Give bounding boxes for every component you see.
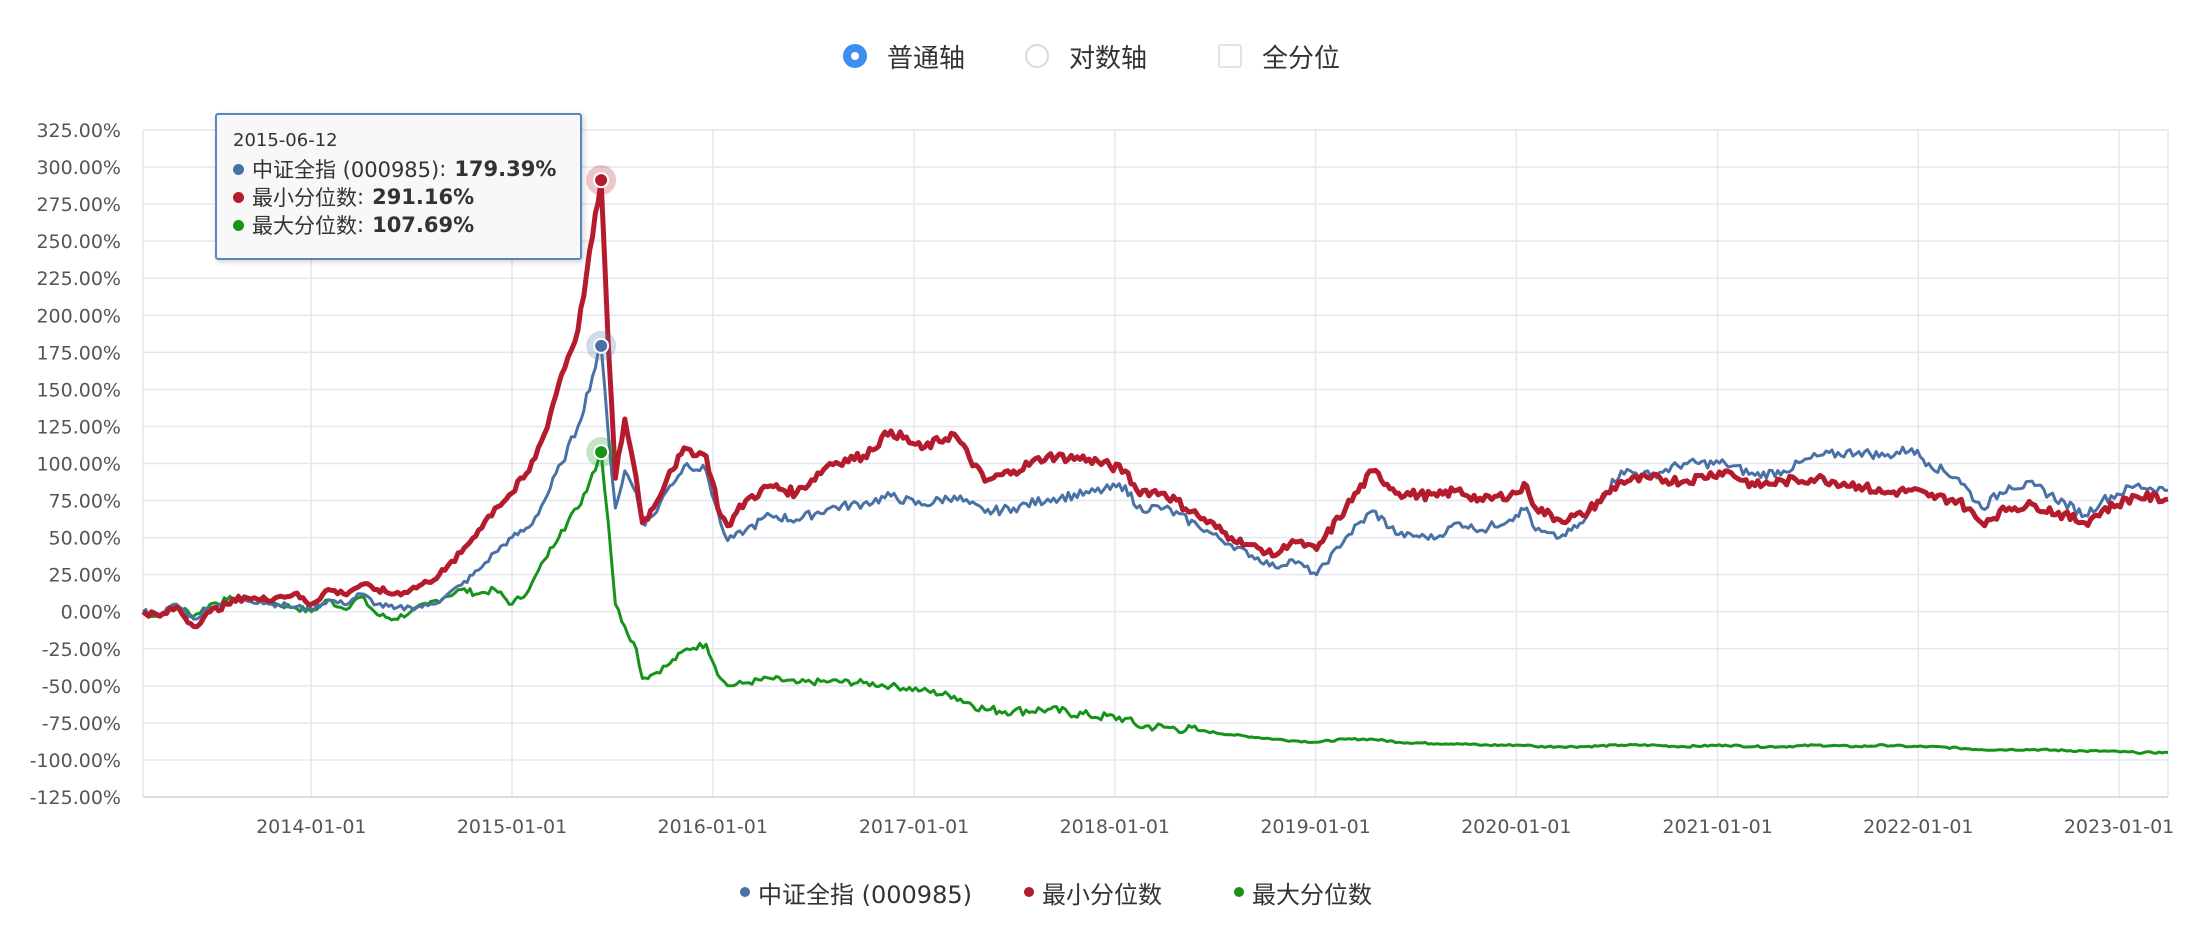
y-tick-label: 25.00%	[49, 565, 121, 587]
hover-marker	[594, 339, 608, 353]
x-tick-label: 2021-01-01	[1662, 816, 1772, 838]
x-tick-label: 2017-01-01	[859, 816, 969, 838]
legend-dot-icon	[740, 887, 750, 897]
x-tick-label: 2019-01-01	[1260, 816, 1370, 838]
x-tick-label: 2016-01-01	[658, 816, 768, 838]
series-line	[143, 346, 2168, 619]
legend-label: 中证全指 (000985)	[758, 875, 972, 910]
tooltip-series-value: 107.69%	[372, 213, 474, 237]
y-tick-label: 225.00%	[36, 268, 121, 290]
x-axis: 2014-01-01 2015-01-01 2016-01-01 2017-01-01…	[256, 816, 2174, 838]
y-tick-label: 200.00%	[36, 305, 121, 327]
tooltip: 2015-06-12 中证全指 (000985): 179.39% 最小分位数:…	[215, 113, 582, 260]
y-tick-label: 50.00%	[49, 528, 121, 550]
tooltip-series-value: 291.16%	[372, 185, 474, 209]
x-tick-label: 2015-01-01	[457, 816, 567, 838]
y-tick-label: 125.00%	[36, 416, 121, 438]
tooltip-row-max-quantile: 最大分位数: 107.69%	[233, 211, 564, 239]
legend-dot-icon	[1024, 887, 1034, 897]
series-dot-icon	[233, 220, 244, 231]
series-line	[143, 452, 2168, 753]
y-tick-label: 0.00%	[61, 602, 121, 624]
x-tick-label: 2018-01-01	[1060, 816, 1170, 838]
y-tick-label: 325.00%	[36, 120, 121, 142]
y-tick-label: 250.00%	[36, 231, 121, 253]
legend-label: 最大分位数	[1252, 875, 1372, 910]
tooltip-row-min-quantile: 最小分位数: 291.16%	[233, 183, 564, 211]
series-dot-icon	[233, 192, 244, 203]
y-axis: 325.00% 300.00% 275.00% 250.00% 225.00% 200.0…	[30, 120, 121, 809]
y-tick-label: 100.00%	[36, 454, 121, 476]
y-tick-label: 275.00%	[36, 194, 121, 216]
y-tick-label: 175.00%	[36, 342, 121, 364]
legend-item-max-quantile[interactable]: 最大分位数	[1234, 874, 1372, 910]
y-tick-label: -50.00%	[42, 676, 121, 698]
legend-label: 最小分位数	[1042, 875, 1162, 910]
y-tick-label: -125.00%	[30, 787, 121, 809]
tooltip-date: 2015-06-12	[233, 130, 564, 151]
tooltip-row-index: 中证全指 (000985): 179.39%	[233, 155, 564, 183]
y-tick-label: 150.00%	[36, 379, 121, 401]
y-tick-label: 300.00%	[36, 157, 121, 179]
legend-item-index[interactable]: 中证全指 (000985)	[740, 874, 972, 910]
series-dot-icon	[233, 164, 244, 175]
tooltip-series-value: 179.39%	[454, 157, 556, 181]
y-tick-label: 75.00%	[49, 491, 121, 513]
y-tick-label: -25.00%	[42, 639, 121, 661]
legend-dot-icon	[1234, 887, 1244, 897]
tooltip-series-name: 最大分位数	[252, 210, 357, 240]
x-tick-label: 2023-01-01	[2064, 816, 2174, 838]
y-tick-label: -100.00%	[30, 750, 121, 772]
x-tick-label: 2020-01-01	[1461, 816, 1571, 838]
tooltip-series-name: 中证全指 (000985)	[252, 154, 439, 184]
tooltip-series-name: 最小分位数	[252, 182, 357, 212]
series-lines	[143, 180, 2168, 753]
x-tick-label: 2014-01-01	[256, 816, 366, 838]
hover-marker	[594, 173, 608, 187]
hover-marker	[594, 445, 608, 459]
legend-item-min-quantile[interactable]: 最小分位数	[1024, 874, 1162, 910]
y-tick-label: -75.00%	[42, 713, 121, 735]
x-tick-label: 2022-01-01	[1863, 816, 1973, 838]
